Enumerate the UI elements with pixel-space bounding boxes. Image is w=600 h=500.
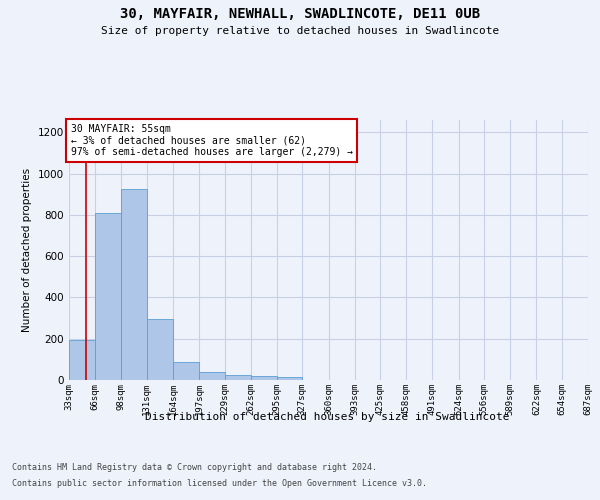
Text: Contains HM Land Registry data © Crown copyright and database right 2024.: Contains HM Land Registry data © Crown c… <box>12 462 377 471</box>
Bar <box>224 376 251 380</box>
Text: 30 MAYFAIR: 55sqm
← 3% of detached houses are smaller (62)
97% of semi-detached : 30 MAYFAIR: 55sqm ← 3% of detached house… <box>71 124 353 157</box>
Bar <box>69 340 95 380</box>
Bar <box>147 319 173 380</box>
Bar <box>95 213 121 380</box>
Bar <box>173 362 199 380</box>
Bar <box>251 376 277 380</box>
Bar <box>277 378 302 380</box>
Text: 30, MAYFAIR, NEWHALL, SWADLINCOTE, DE11 0UB: 30, MAYFAIR, NEWHALL, SWADLINCOTE, DE11 … <box>120 8 480 22</box>
Text: Size of property relative to detached houses in Swadlincote: Size of property relative to detached ho… <box>101 26 499 36</box>
Text: Distribution of detached houses by size in Swadlincote: Distribution of detached houses by size … <box>145 412 509 422</box>
Bar <box>121 189 147 380</box>
Bar <box>199 372 224 380</box>
Y-axis label: Number of detached properties: Number of detached properties <box>22 168 32 332</box>
Text: Contains public sector information licensed under the Open Government Licence v3: Contains public sector information licen… <box>12 479 427 488</box>
